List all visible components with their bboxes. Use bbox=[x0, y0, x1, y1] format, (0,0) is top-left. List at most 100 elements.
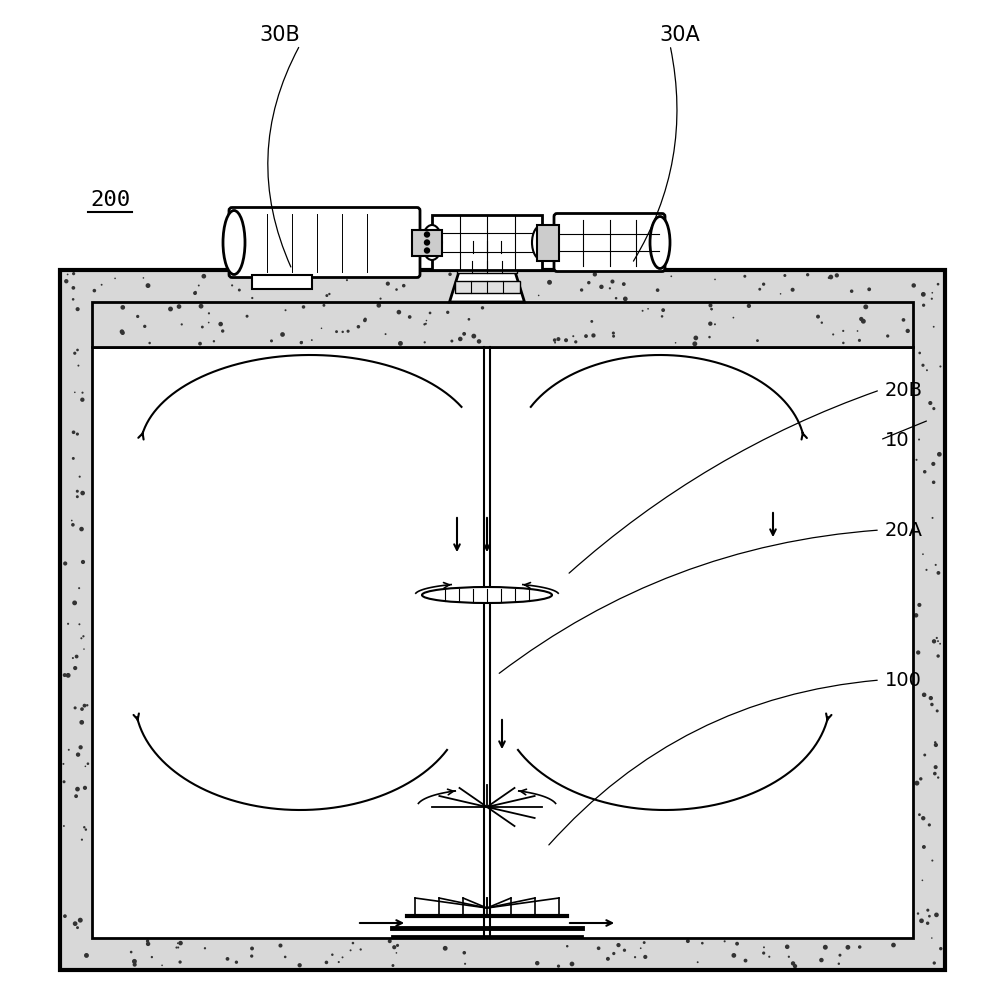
Circle shape bbox=[566, 945, 568, 947]
Circle shape bbox=[842, 342, 845, 345]
Circle shape bbox=[911, 283, 916, 288]
Circle shape bbox=[574, 341, 577, 344]
Circle shape bbox=[928, 915, 931, 917]
Text: 20B: 20B bbox=[885, 381, 923, 400]
Circle shape bbox=[554, 342, 556, 344]
Circle shape bbox=[79, 476, 81, 478]
Circle shape bbox=[922, 692, 926, 697]
Circle shape bbox=[622, 282, 626, 286]
Circle shape bbox=[79, 720, 84, 724]
Circle shape bbox=[226, 957, 229, 961]
Circle shape bbox=[747, 304, 751, 308]
Circle shape bbox=[328, 293, 331, 295]
Circle shape bbox=[284, 956, 286, 958]
Circle shape bbox=[408, 315, 412, 319]
Circle shape bbox=[446, 311, 449, 314]
Circle shape bbox=[708, 322, 712, 326]
Circle shape bbox=[424, 342, 426, 344]
Circle shape bbox=[937, 452, 942, 457]
Circle shape bbox=[939, 947, 942, 950]
Circle shape bbox=[101, 284, 103, 286]
Circle shape bbox=[78, 623, 80, 625]
Circle shape bbox=[921, 816, 925, 820]
Circle shape bbox=[72, 286, 75, 290]
Circle shape bbox=[77, 365, 79, 367]
Circle shape bbox=[235, 960, 238, 964]
Circle shape bbox=[710, 308, 713, 311]
Circle shape bbox=[932, 407, 935, 411]
Circle shape bbox=[120, 331, 125, 335]
Circle shape bbox=[612, 332, 615, 335]
Circle shape bbox=[471, 297, 475, 300]
Circle shape bbox=[133, 963, 137, 967]
Circle shape bbox=[623, 949, 626, 952]
Circle shape bbox=[397, 310, 401, 315]
Circle shape bbox=[937, 283, 939, 286]
Circle shape bbox=[926, 921, 929, 925]
Circle shape bbox=[858, 339, 861, 342]
Circle shape bbox=[933, 961, 936, 965]
Circle shape bbox=[208, 322, 210, 324]
Circle shape bbox=[132, 959, 137, 964]
Circle shape bbox=[204, 947, 206, 949]
Circle shape bbox=[396, 952, 397, 954]
Circle shape bbox=[93, 289, 96, 293]
Circle shape bbox=[816, 315, 820, 319]
Circle shape bbox=[76, 752, 80, 757]
Circle shape bbox=[547, 280, 552, 285]
Circle shape bbox=[462, 332, 466, 336]
Circle shape bbox=[609, 287, 611, 290]
Circle shape bbox=[643, 955, 647, 959]
Circle shape bbox=[71, 523, 75, 526]
Polygon shape bbox=[450, 270, 524, 302]
Circle shape bbox=[78, 745, 83, 749]
Circle shape bbox=[443, 946, 448, 951]
Ellipse shape bbox=[650, 217, 670, 269]
Circle shape bbox=[922, 294, 924, 296]
Circle shape bbox=[508, 287, 511, 290]
Circle shape bbox=[335, 331, 338, 333]
Circle shape bbox=[423, 323, 426, 326]
Circle shape bbox=[143, 277, 144, 279]
Text: 10: 10 bbox=[885, 431, 910, 450]
Circle shape bbox=[346, 279, 348, 281]
Circle shape bbox=[612, 952, 615, 955]
Ellipse shape bbox=[223, 211, 245, 275]
Circle shape bbox=[425, 323, 427, 325]
Circle shape bbox=[146, 283, 150, 288]
Circle shape bbox=[81, 392, 84, 394]
Circle shape bbox=[780, 293, 781, 295]
Circle shape bbox=[931, 462, 935, 466]
Circle shape bbox=[80, 707, 84, 711]
Circle shape bbox=[278, 943, 283, 948]
Circle shape bbox=[714, 279, 716, 281]
Circle shape bbox=[379, 298, 382, 300]
Circle shape bbox=[259, 280, 263, 284]
Circle shape bbox=[701, 942, 704, 944]
Circle shape bbox=[177, 304, 181, 309]
Bar bbox=[92, 347, 913, 938]
Circle shape bbox=[783, 274, 786, 277]
Bar bbox=[60, 938, 945, 970]
Circle shape bbox=[64, 279, 68, 284]
Circle shape bbox=[931, 292, 933, 294]
Circle shape bbox=[570, 962, 574, 966]
Circle shape bbox=[918, 439, 920, 441]
Circle shape bbox=[306, 273, 310, 277]
Circle shape bbox=[477, 339, 481, 344]
Circle shape bbox=[733, 317, 734, 319]
Circle shape bbox=[643, 941, 646, 944]
Circle shape bbox=[238, 289, 241, 292]
Circle shape bbox=[587, 281, 591, 285]
Circle shape bbox=[208, 313, 210, 315]
Circle shape bbox=[788, 956, 790, 958]
Circle shape bbox=[279, 280, 282, 284]
Circle shape bbox=[932, 516, 934, 518]
Circle shape bbox=[823, 945, 828, 950]
Bar bbox=[92, 302, 913, 347]
Circle shape bbox=[75, 787, 80, 791]
Text: 20A: 20A bbox=[885, 520, 923, 539]
Circle shape bbox=[83, 826, 86, 828]
Circle shape bbox=[932, 481, 935, 485]
Circle shape bbox=[670, 276, 672, 277]
